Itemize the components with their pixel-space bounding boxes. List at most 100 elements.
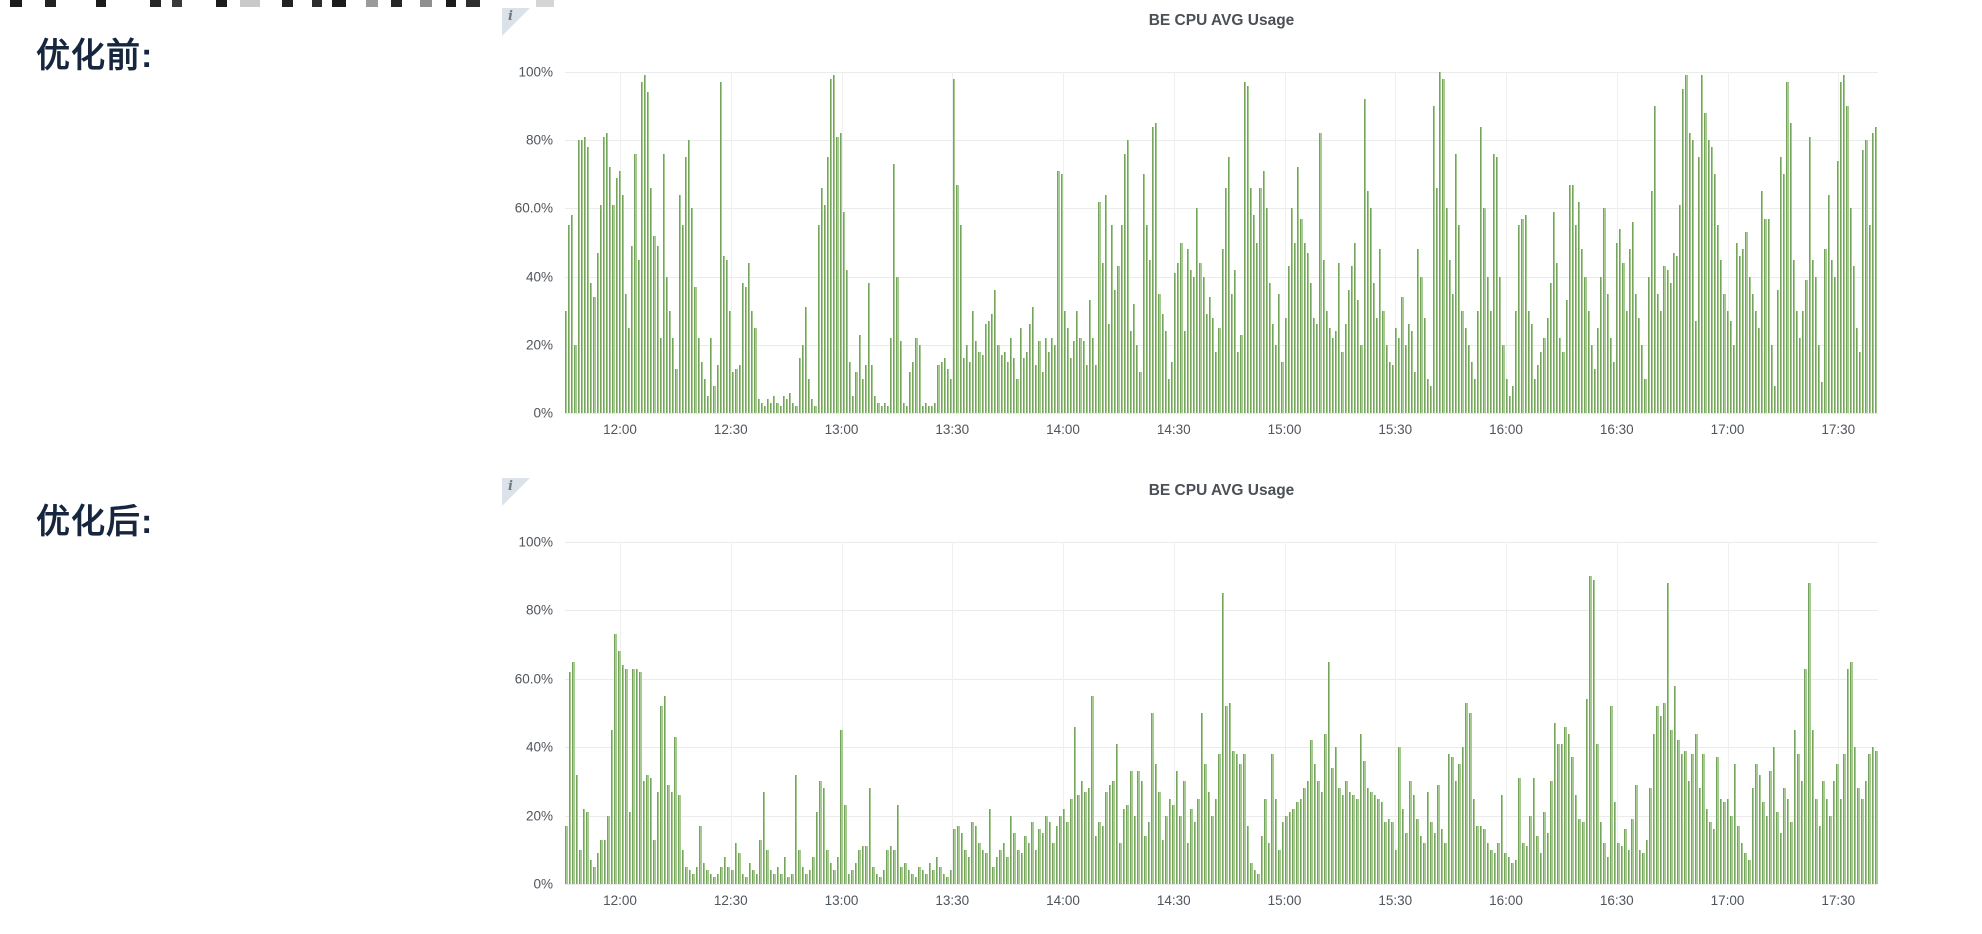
bar [1232,750,1235,884]
bar [1631,222,1634,413]
bar [789,392,792,413]
x-gridline [1173,542,1175,884]
bar [914,877,918,884]
bar [1852,266,1855,413]
bar [1369,208,1372,413]
bar [967,856,971,884]
bar [1470,361,1473,413]
clipped-text-fragment [466,0,480,7]
chart-plot-area[interactable] [565,542,1878,884]
bar [1451,757,1454,884]
bar [883,402,886,413]
bar [1082,341,1085,413]
bar [1297,167,1300,413]
bar [1204,764,1207,884]
bar [1063,310,1066,413]
bar [656,791,660,884]
bar [1603,842,1606,884]
bar [580,140,583,413]
y-axis-tick-label: 80% [525,602,553,618]
clipped-text-fragment [10,0,22,7]
bar [1850,661,1853,884]
bar [1642,853,1645,884]
clipped-text-fragment [172,0,182,7]
chart-plot-area[interactable] [565,72,1878,413]
bar [1532,777,1536,884]
bar [997,344,1000,413]
bar [669,310,672,413]
bar [1363,99,1366,413]
bar [1197,798,1200,884]
bar [902,402,905,413]
bar [1685,75,1688,413]
bar [1041,832,1045,884]
bar [1391,822,1394,884]
bar [805,873,808,884]
y-gridline [565,610,1878,612]
bar [667,784,670,884]
bar [1543,337,1546,413]
bar [882,870,886,884]
bar [1670,730,1673,884]
bar [1754,310,1758,413]
bar [1657,293,1660,413]
bar [956,825,960,884]
bar [656,245,659,413]
bar [1366,191,1369,413]
bar [1212,317,1215,413]
bar [900,866,903,884]
bar [646,774,649,884]
bar [792,402,795,413]
panel-info-corner-icon[interactable] [502,8,530,36]
bar [1130,771,1133,884]
bar [1672,252,1675,413]
bar [716,365,719,413]
bar [1313,764,1317,884]
bar [1299,798,1303,884]
bar [836,856,840,884]
bar [1221,249,1224,413]
bar [1567,733,1571,884]
bar [1584,276,1587,413]
bar [1839,798,1843,884]
bar [1092,337,1095,413]
bar [1748,276,1751,413]
bar [1515,310,1518,413]
bar [1152,126,1155,413]
x-axis-tick-label: 17:00 [1710,893,1745,908]
bar [1335,331,1338,413]
bar [981,355,984,413]
bar [1268,283,1271,413]
x-gridline [1284,542,1286,884]
x-axis-tick-label: 17:00 [1710,422,1745,437]
bar [1713,174,1717,413]
bar [1322,259,1325,413]
bar [808,378,811,413]
bar [754,327,757,413]
bar [744,286,748,413]
bar [953,78,956,413]
bar [1793,730,1797,884]
bar [1540,351,1543,413]
bar [1433,832,1437,884]
panel-info-corner-icon[interactable] [502,478,530,506]
bar [1521,842,1525,884]
bar [1196,208,1199,413]
bar [612,205,615,413]
bar [1454,781,1458,884]
bar [565,310,568,413]
bar [1560,743,1564,884]
bar [1140,781,1144,884]
bar [1234,269,1237,413]
bar [662,153,665,413]
bar [1054,344,1057,413]
bar [1742,249,1745,413]
bar [1843,754,1846,884]
x-axis-tick-label: 14:00 [1046,893,1080,908]
x-gridline [1063,72,1064,413]
bar [785,399,789,413]
bar [1795,310,1799,413]
bar [1175,771,1179,884]
bar [1202,276,1205,413]
bar [1224,187,1227,413]
